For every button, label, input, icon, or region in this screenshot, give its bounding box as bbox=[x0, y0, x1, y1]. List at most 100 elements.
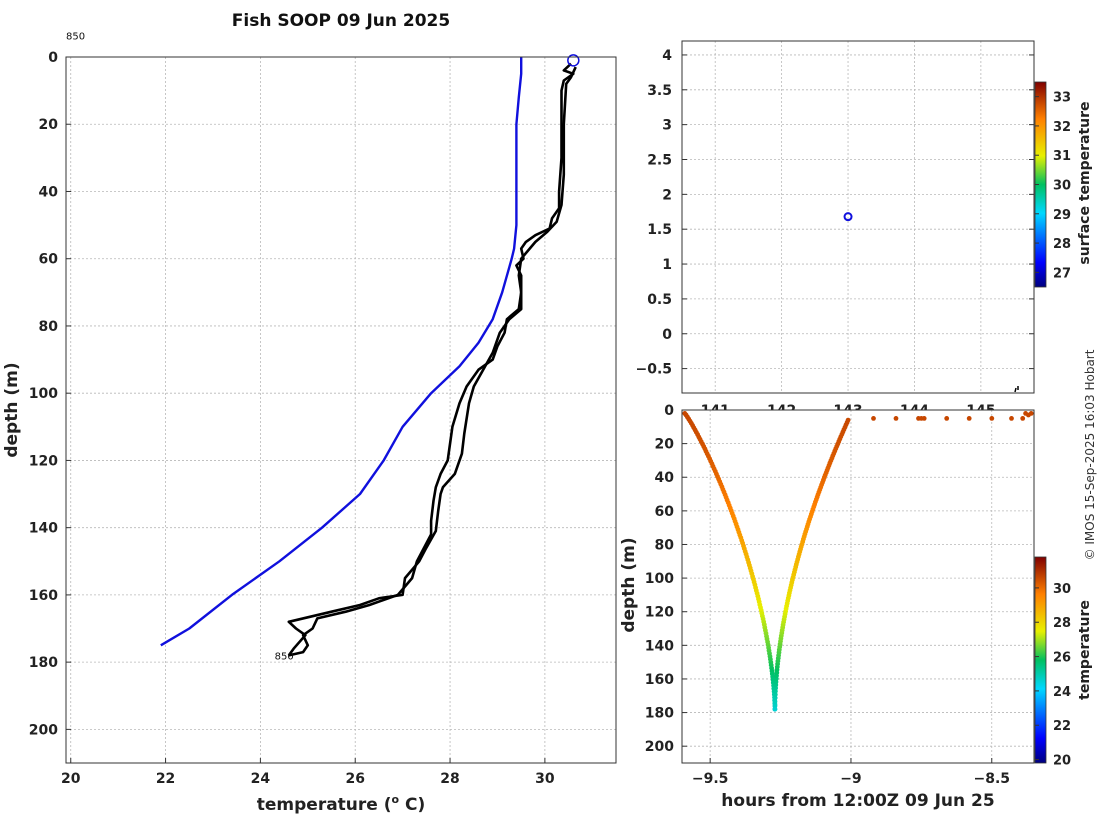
map-ytick-label: 1.5 bbox=[647, 222, 672, 238]
profile-ytick-label: 100 bbox=[29, 386, 58, 402]
profile-ytick-label: 0 bbox=[48, 50, 58, 66]
section-colorbar-frame bbox=[1034, 556, 1047, 764]
section-point-surface bbox=[871, 416, 876, 421]
section-point-surface bbox=[921, 416, 927, 421]
profile-ticks: 20 22 24 26 28 30 0 20 40 60 80 100 120 140 160 180 200 bbox=[29, 50, 555, 787]
section-point-surface bbox=[893, 416, 899, 421]
map-ytick-label: 3.5 bbox=[647, 83, 672, 99]
map-colorbar-tick-label: 30 bbox=[1053, 179, 1071, 194]
profile-ytick-label: 40 bbox=[39, 184, 59, 200]
profile-title: Fish SOOP 09 Jun 2025 bbox=[232, 11, 450, 31]
profile-line-ascent bbox=[287, 66, 577, 657]
section-colorbar-label: temperature bbox=[1077, 600, 1093, 700]
map-colorbar-tick-label: 31 bbox=[1053, 149, 1071, 164]
section-point-ascent bbox=[772, 699, 778, 704]
section-ticks: 0 20 40 60 80 100 120 140 160 180 200 −9.5 −9 −8.5 bbox=[645, 403, 1010, 787]
map-ytick-label: 0.5 bbox=[647, 292, 672, 308]
profile-ytick-label: 60 bbox=[39, 252, 59, 268]
map-ytick-label: 4 bbox=[662, 48, 672, 64]
section-point-ascent bbox=[845, 417, 851, 423]
section-ytick-label: 60 bbox=[655, 504, 675, 520]
section-frame bbox=[681, 409, 1035, 764]
profile-ylabel: depth (m) bbox=[2, 362, 22, 457]
map-colorbar-tick-label: 32 bbox=[1053, 120, 1071, 135]
profile-annotation-bottom: 850 bbox=[275, 651, 294, 662]
map-ytick-label: 2 bbox=[662, 187, 672, 203]
section-ytick-label: 160 bbox=[645, 672, 674, 688]
profile-ytick-label: 180 bbox=[29, 655, 58, 671]
profile-line-descent bbox=[288, 62, 575, 657]
section-ytick-label: 180 bbox=[645, 706, 674, 722]
profile-xtick-label: 26 bbox=[345, 771, 364, 787]
map-ytick-label: 3 bbox=[662, 118, 672, 134]
map-ytick-label: 0 bbox=[662, 327, 672, 343]
map-ytick-label: −0.5 bbox=[635, 362, 672, 378]
map-ytick-label: 2.5 bbox=[647, 152, 672, 168]
section-colorbar-tick-label: 24 bbox=[1053, 685, 1071, 700]
section-background bbox=[682, 410, 1034, 763]
section-xtick-label: −9 bbox=[840, 771, 861, 787]
profile-xtick-label: 20 bbox=[61, 771, 81, 787]
section-point-ascent bbox=[772, 702, 778, 708]
profile-frame bbox=[65, 56, 617, 764]
section-ytick-label: 40 bbox=[655, 470, 675, 486]
map-ytick-label: 1 bbox=[662, 257, 672, 273]
profile-xtick-label: 28 bbox=[440, 771, 459, 787]
section-ytick-label: 120 bbox=[645, 605, 674, 621]
map-colorbar-tick-label: 28 bbox=[1053, 237, 1071, 252]
profile-ytick-label: 200 bbox=[29, 722, 58, 738]
section-xtick-label: −9.5 bbox=[692, 771, 729, 787]
profile-series bbox=[160, 54, 580, 657]
map-frame bbox=[681, 40, 1035, 394]
section-ytick-label: 0 bbox=[664, 403, 674, 419]
map-chart: −0.500.511.522.533.54141142143144145 272… bbox=[635, 40, 1093, 419]
section-point-surface bbox=[1020, 416, 1026, 421]
section-point-surface bbox=[1028, 411, 1034, 416]
profile-xtick-label: 24 bbox=[251, 771, 271, 787]
section-xlabel: hours from 12:00Z 09 Jun 25 bbox=[721, 791, 994, 811]
section-point-ascent bbox=[772, 706, 778, 712]
section-colorbar-tick-label: 30 bbox=[1053, 582, 1071, 597]
profile-xtick-label: 30 bbox=[535, 771, 555, 787]
map-colorbar-tick-label: 33 bbox=[1053, 91, 1071, 106]
profile-ytick-label: 80 bbox=[39, 319, 59, 335]
profile-chart: Fish SOOP 09 Jun 2025 20 22 24 26 28 30 0 20 40 6… bbox=[2, 11, 617, 815]
profile-xlabel: temperature (o C) bbox=[257, 793, 426, 815]
map-colorbar-label: surface temperature bbox=[1077, 101, 1093, 264]
section-grid bbox=[682, 409, 1034, 763]
section-colorbar-tick-label: 20 bbox=[1053, 754, 1071, 769]
section-colorbar-tick-label: 22 bbox=[1053, 719, 1071, 734]
credit-text: © IMOS 15-Sep-2025 16:03 Hobart bbox=[1083, 349, 1097, 560]
profile-ytick-label: 20 bbox=[39, 117, 59, 133]
section-ytick-label: 140 bbox=[645, 638, 674, 654]
map-ship-position bbox=[843, 212, 853, 222]
map-colorbar bbox=[1035, 82, 1046, 287]
map-colorbar-ticks: 27 28 29 30 31 32 33 bbox=[1035, 91, 1071, 281]
section-point-surface bbox=[989, 416, 995, 421]
section-ytick-label: 200 bbox=[645, 739, 674, 755]
map-track-mark bbox=[1014, 387, 1017, 393]
section-ytick-label: 20 bbox=[655, 437, 675, 453]
section-colorbar bbox=[1035, 557, 1046, 763]
section-points bbox=[682, 411, 1034, 712]
map-points bbox=[843, 212, 853, 222]
profile-ytick-label: 160 bbox=[29, 588, 58, 604]
map-ticks: −0.500.511.522.533.54141142143144145 bbox=[635, 48, 1034, 419]
profile-grid bbox=[66, 56, 616, 763]
section-ylabel: depth (m) bbox=[619, 537, 639, 632]
section-point-surface bbox=[966, 416, 972, 421]
profile-start-marker bbox=[567, 54, 580, 67]
map-grid bbox=[682, 41, 1034, 393]
profile-line-climatology bbox=[160, 57, 523, 647]
profile-ytick-label: 120 bbox=[29, 453, 58, 469]
section-colorbar-tick-label: 28 bbox=[1053, 616, 1071, 631]
map-colorbar-tick-label: 29 bbox=[1053, 208, 1071, 223]
section-ytick-label: 80 bbox=[655, 537, 675, 553]
profile-annotation-top: 850 bbox=[66, 32, 85, 43]
profile-xtick-label: 22 bbox=[156, 771, 175, 787]
section-point-surface bbox=[944, 416, 950, 421]
map-colorbar-tick-label: 27 bbox=[1053, 266, 1071, 281]
section-xtick-label: −8.5 bbox=[973, 771, 1010, 787]
